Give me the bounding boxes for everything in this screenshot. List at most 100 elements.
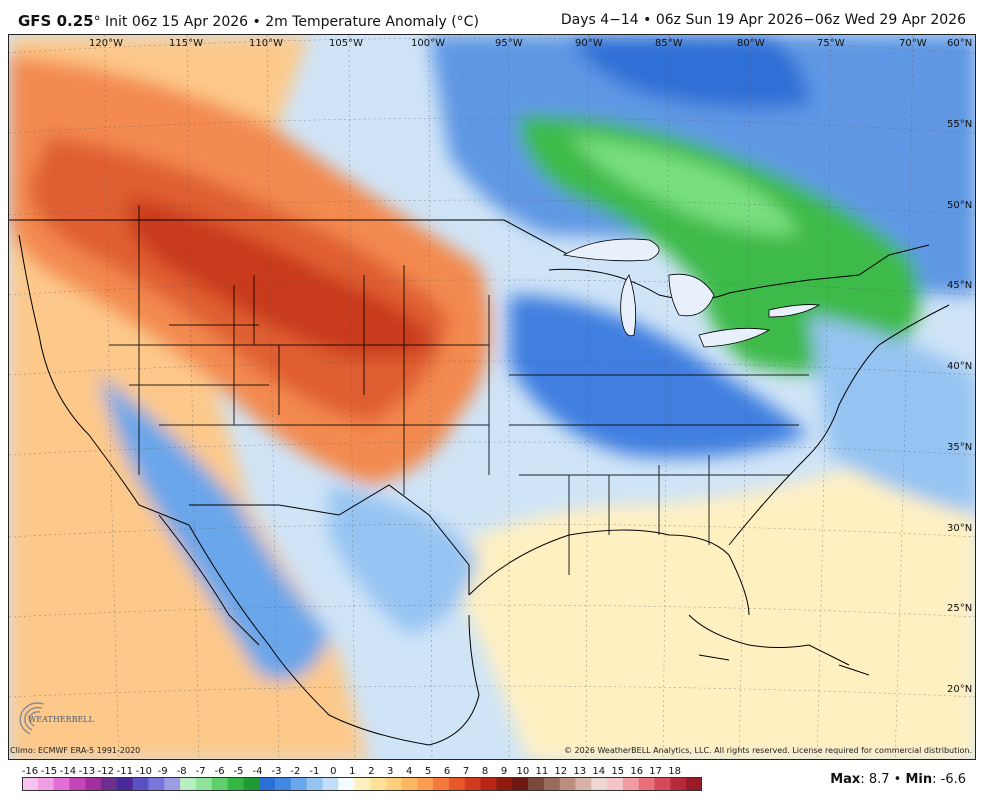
- legend-cell: [195, 777, 213, 791]
- legend-cell: [53, 777, 70, 791]
- legend-cell: [528, 777, 545, 791]
- legend-cells: [22, 777, 702, 791]
- legend-cell: [638, 777, 656, 791]
- lake-huron: [668, 273, 715, 317]
- lon-label: 85°W: [655, 38, 683, 49]
- legend-cell: [116, 777, 134, 791]
- legend-tick-label: 11: [536, 766, 549, 777]
- legend-cell: [401, 777, 418, 791]
- lon-label: 90°W: [575, 38, 603, 49]
- legend-tick-label: -14: [60, 766, 76, 777]
- degree-mark: °: [93, 14, 101, 30]
- legend-cell: [480, 777, 497, 791]
- graticule: [9, 35, 975, 759]
- legend-cell: [686, 777, 702, 791]
- legend-cell: [85, 777, 102, 791]
- logo-text: WEATHERBELL: [28, 715, 95, 724]
- legend-cell: [290, 777, 308, 791]
- legend-cell: [148, 777, 165, 791]
- legend-cell: [575, 777, 592, 791]
- lake-erie: [698, 327, 771, 348]
- max-value: 8.7: [868, 772, 890, 787]
- lat-label: 45°N: [947, 280, 972, 291]
- lat-label: 60°N: [947, 38, 972, 49]
- lon-label: 105°W: [329, 38, 363, 49]
- lon-label: 115°W: [169, 38, 203, 49]
- legend-tick-label: -2: [290, 766, 300, 777]
- legend-cell: [559, 777, 576, 791]
- legend-cell: [512, 777, 529, 791]
- legend-tick-label: -13: [79, 766, 95, 777]
- bullet: •: [248, 14, 266, 30]
- legend-cell: [37, 777, 55, 791]
- legend-cell: [607, 777, 624, 791]
- lat-label: 35°N: [947, 442, 972, 453]
- legend-tick-label: -9: [158, 766, 168, 777]
- legend-tick-label: -4: [253, 766, 263, 777]
- bullet: •: [638, 12, 656, 28]
- legend-cell: [164, 777, 181, 791]
- swirl-icon: [19, 702, 45, 735]
- legend-cell: [417, 777, 434, 791]
- caribbean-islands: [698, 654, 870, 676]
- legend-tick-label: -10: [136, 766, 152, 777]
- canada-us-border: [9, 219, 570, 256]
- great-lakes: [562, 238, 821, 348]
- legend-tick-label: 12: [554, 766, 567, 777]
- legend-cell: [670, 777, 687, 791]
- lake-superior: [562, 238, 660, 262]
- max-min-readout: Max: 8.7 • Min: -6.6: [830, 772, 966, 787]
- legend-tick-label: -7: [196, 766, 206, 777]
- legend-tick-label: 14: [592, 766, 605, 777]
- lon-label: 95°W: [495, 38, 523, 49]
- model-name: GFS 0.25: [18, 12, 94, 30]
- mexico-coast: [188, 524, 480, 746]
- anomaly-map: 120°W 115°W 110°W 105°W 100°W 95°W 90°W …: [8, 34, 976, 760]
- lake-ontario: [768, 304, 821, 318]
- state-lines-east: [509, 374, 809, 575]
- legend-tick-label: 5: [425, 766, 431, 777]
- east-coast: [728, 304, 950, 546]
- cuba-coast: [688, 614, 850, 666]
- legend-cell: [132, 777, 150, 791]
- west-coast: [18, 234, 190, 526]
- legend-cell: [69, 777, 86, 791]
- max-label: Max: [830, 772, 861, 787]
- legend-frame: [22, 777, 702, 791]
- forecast-days: Days 4−14: [560, 12, 639, 28]
- legend-cell: [338, 777, 355, 791]
- legend-tick-label: 7: [463, 766, 469, 777]
- legend-cell: [369, 777, 387, 791]
- legend-cell: [227, 777, 244, 791]
- legend-tick-label: 2: [368, 766, 374, 777]
- legend-cell: [654, 777, 671, 791]
- legend-tick-label: 4: [406, 766, 412, 777]
- legend-cell: [354, 777, 371, 791]
- lat-label: 25°N: [947, 603, 972, 614]
- legend-ticks: -16 -15 -14 -13 -12 -11 -10 -9 -8 -7 -6 -5 -4 -3 -2 -1 0…: [22, 766, 681, 777]
- legend-tick-label: 18: [668, 766, 681, 777]
- legend-cell: [448, 777, 466, 791]
- min-label: Min: [905, 772, 933, 787]
- legend-cell: [464, 777, 482, 791]
- field-name: 2m Temperature Anomaly (°C): [265, 14, 479, 30]
- legend-cell: [275, 777, 292, 791]
- copyright-note: © 2026 WeatherBELL Analytics, LLC. All r…: [564, 746, 972, 755]
- anomaly-field: [9, 35, 975, 759]
- legend-tick-label: 17: [649, 766, 662, 777]
- legend-cell: [543, 777, 561, 791]
- legend-tick-label: 13: [573, 766, 586, 777]
- title-right: Days 4−14 • 06z Sun 19 Apr 2026−06z Wed …: [561, 12, 966, 28]
- legend-tick-label: 3: [387, 766, 393, 777]
- header-bar: GFS 0.25° Init 06z 15 Apr 2026 • 2m Temp…: [0, 0, 984, 34]
- borders: [9, 205, 950, 746]
- min-value: -6.6: [940, 772, 966, 787]
- lon-label: 110°W: [249, 38, 283, 49]
- legend-tick-label: 0: [330, 766, 336, 777]
- weatherbell-logo: WEATHERBELL: [19, 702, 95, 735]
- title-left: GFS 0.25° Init 06z 15 Apr 2026 • 2m Temp…: [18, 12, 479, 30]
- lat-label: 30°N: [947, 523, 972, 534]
- legend-tick-label: -11: [117, 766, 133, 777]
- legend-cell: [22, 777, 39, 791]
- map-canvas: 120°W 115°W 110°W 105°W 100°W 95°W 90°W …: [9, 35, 975, 759]
